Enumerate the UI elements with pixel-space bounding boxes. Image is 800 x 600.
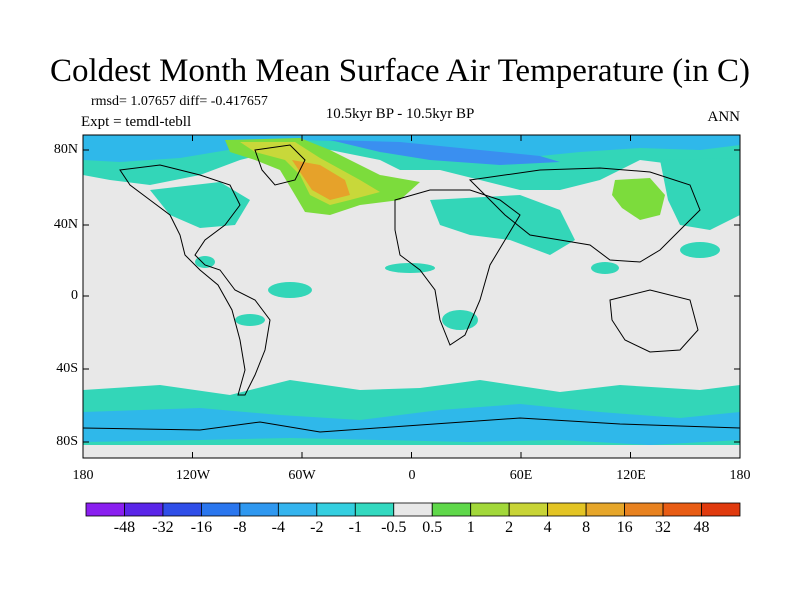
colorbar-swatch bbox=[585, 502, 625, 517]
colorbar-label: -32 bbox=[152, 519, 174, 536]
colorbar-label: -8 bbox=[233, 519, 247, 536]
lat-tick-label: 40N bbox=[53, 217, 78, 232]
colorbar-swatch bbox=[547, 502, 587, 517]
colorbar-swatch bbox=[162, 502, 202, 517]
colorbar-swatch bbox=[701, 502, 741, 517]
colorbar-swatch bbox=[354, 502, 395, 517]
tropical-patch bbox=[680, 242, 720, 258]
map-title: Coldest Month Mean Surface Air Temperatu… bbox=[50, 53, 750, 89]
greenland-coastline bbox=[254, 144, 306, 186]
colorbar-swatch bbox=[239, 502, 279, 517]
lon-tick-label: 0 bbox=[408, 468, 416, 483]
colorbar-swatch bbox=[393, 502, 433, 517]
period-text: 10.5kyr BP - 10.5kyr BP bbox=[325, 106, 475, 122]
lon-tick-label: 60E bbox=[509, 468, 533, 483]
colorbar-swatch bbox=[508, 502, 549, 517]
antarctic-neutral bbox=[83, 445, 740, 458]
australia-coastline bbox=[609, 289, 699, 353]
lat-tick-label: 80N bbox=[53, 142, 78, 157]
pacific-north-cyan-region bbox=[660, 158, 740, 230]
experiment-text: Expt = temdl-tebll bbox=[81, 114, 192, 130]
colorbar-swatch bbox=[201, 502, 241, 517]
colorbar-label: 32 bbox=[655, 519, 672, 536]
atlantic-orange-anomaly bbox=[292, 160, 350, 200]
lat-tick-label: 0 bbox=[71, 288, 78, 303]
season-text: ANN bbox=[707, 109, 741, 125]
colorbar-swatch bbox=[624, 502, 664, 517]
colorbar-label: -48 bbox=[113, 519, 136, 536]
asia-green-anomaly bbox=[612, 178, 665, 220]
colorbar-swatch bbox=[316, 502, 356, 517]
tropical-patch bbox=[442, 310, 478, 330]
lon-tick-label: 120E bbox=[616, 468, 646, 483]
lon-tick-label: 180 bbox=[729, 468, 751, 483]
colorbar-label: 8 bbox=[582, 519, 591, 536]
lat-tick-label: 80S bbox=[56, 434, 78, 449]
map-field bbox=[83, 135, 740, 458]
colorbar-label: -1 bbox=[348, 519, 362, 536]
coastlines bbox=[83, 144, 740, 433]
axis-ticks bbox=[82, 135, 741, 458]
colorbar-label: 2 bbox=[505, 519, 514, 536]
arctic-deep-blue-region bbox=[330, 140, 560, 165]
americas-coastline bbox=[119, 164, 271, 396]
north-america-cyan-region bbox=[150, 182, 250, 228]
rmsd-diff-text: rmsd= 1.07657 diff= -0.417657 bbox=[91, 94, 268, 109]
asia-coastline bbox=[468, 167, 701, 263]
colorbar-label: 48 bbox=[693, 519, 710, 536]
colorbar-label: -4 bbox=[271, 519, 285, 536]
colorbar bbox=[85, 502, 741, 517]
colorbar-label: 4 bbox=[543, 519, 552, 536]
colorbar-label: 0.5 bbox=[422, 519, 443, 536]
colorbar-swatch bbox=[124, 502, 164, 517]
colorbar-label: -16 bbox=[190, 519, 213, 536]
tropical-patch bbox=[195, 256, 215, 268]
antarctica-coastline bbox=[83, 417, 740, 433]
southern-ocean-blue-band bbox=[83, 404, 740, 445]
eurasia-cyan-region bbox=[430, 195, 575, 255]
colorbar-label: 1 bbox=[466, 519, 475, 536]
colorbar-swatch bbox=[85, 502, 125, 517]
tropical-patch bbox=[385, 263, 435, 273]
lon-tick-label: 60W bbox=[288, 468, 316, 483]
lon-tick-label: 180 bbox=[72, 468, 94, 483]
tropical-patch bbox=[591, 262, 619, 274]
lat-tick-label: 40S bbox=[56, 361, 78, 376]
colorbar-swatch bbox=[277, 502, 318, 517]
colorbar-label: -0.5 bbox=[381, 519, 407, 536]
colorbar-swatch bbox=[662, 502, 702, 517]
colorbar-swatch bbox=[470, 502, 510, 517]
lon-tick-label: 120W bbox=[175, 468, 211, 483]
colorbar-swatch bbox=[431, 502, 472, 517]
colorbar-label: 16 bbox=[616, 519, 633, 536]
tropical-patch bbox=[268, 282, 312, 298]
tropical-patch bbox=[235, 314, 265, 326]
colorbar-label: -2 bbox=[310, 519, 324, 536]
